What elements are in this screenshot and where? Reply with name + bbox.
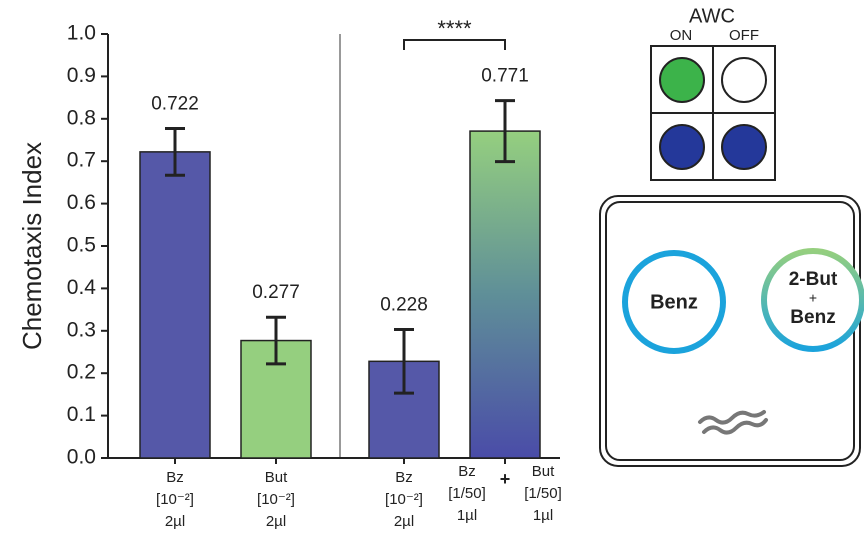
awc-diagram: AWC ON OFF bbox=[651, 5, 775, 180]
odor-label: Benz bbox=[790, 307, 835, 328]
x-tick-label: + bbox=[500, 469, 511, 489]
neuron bbox=[722, 125, 766, 169]
value-label: 0.771 bbox=[481, 66, 529, 87]
odor-label: 2-But bbox=[789, 269, 838, 290]
value-label: 0.228 bbox=[380, 295, 428, 316]
off-label: OFF bbox=[729, 27, 759, 44]
y-tick-label: 0.3 bbox=[67, 318, 96, 341]
y-tick-label: 1.0 bbox=[67, 22, 96, 45]
odor-label: Benz bbox=[650, 291, 698, 313]
x-tick-label: [1/50] bbox=[524, 485, 562, 502]
figure: Chemotaxis Index AWC ON OFF Benz 2-But +… bbox=[0, 0, 864, 542]
x-tick-label: 2µl bbox=[266, 513, 286, 530]
neuron bbox=[660, 125, 704, 169]
y-axis-label: Chemotaxis Index bbox=[17, 142, 47, 350]
on-label: ON bbox=[670, 27, 693, 44]
x-tick-label: Bz bbox=[166, 469, 184, 486]
x-tick-label: 2µl bbox=[165, 513, 185, 530]
x-tick-label: 2µl bbox=[394, 513, 414, 530]
y-tick-label: 0.0 bbox=[67, 446, 96, 469]
x-tick-label: But bbox=[532, 463, 555, 480]
y-tick-label: 0.7 bbox=[67, 149, 96, 172]
significance-label: **** bbox=[437, 16, 472, 41]
y-tick-label: 0.9 bbox=[67, 64, 96, 87]
x-tick-label: Bz bbox=[458, 463, 476, 480]
x-tick-label: Bz bbox=[395, 469, 413, 486]
awc-title: AWC bbox=[689, 5, 735, 27]
x-tick-label: [1/50] bbox=[448, 485, 486, 502]
value-label: 0.722 bbox=[151, 94, 199, 115]
x-tick-label: [10⁻²] bbox=[156, 491, 194, 508]
odor-label: + bbox=[809, 290, 817, 306]
y-tick-label: 0.6 bbox=[67, 191, 96, 214]
y-tick-label: 0.1 bbox=[67, 403, 96, 426]
x-tick-label: [10⁻²] bbox=[257, 491, 295, 508]
plate-diagram: Benz 2-But + Benz bbox=[600, 196, 862, 466]
significance-bracket bbox=[404, 40, 505, 50]
neuron-on bbox=[660, 58, 704, 102]
bar bbox=[140, 152, 210, 458]
y-tick-label: 0.4 bbox=[67, 276, 97, 299]
bar bbox=[470, 131, 540, 458]
x-tick-label: [10⁻²] bbox=[385, 491, 423, 508]
x-tick-label: But bbox=[265, 469, 288, 486]
value-label: 0.277 bbox=[252, 282, 300, 303]
y-tick-label: 0.5 bbox=[67, 234, 96, 257]
y-tick-label: 0.2 bbox=[67, 361, 96, 384]
x-tick-label: 1µl bbox=[533, 507, 553, 524]
x-tick-label: 1µl bbox=[457, 507, 477, 524]
y-tick-label: 0.8 bbox=[67, 106, 96, 129]
neuron-off bbox=[722, 58, 766, 102]
